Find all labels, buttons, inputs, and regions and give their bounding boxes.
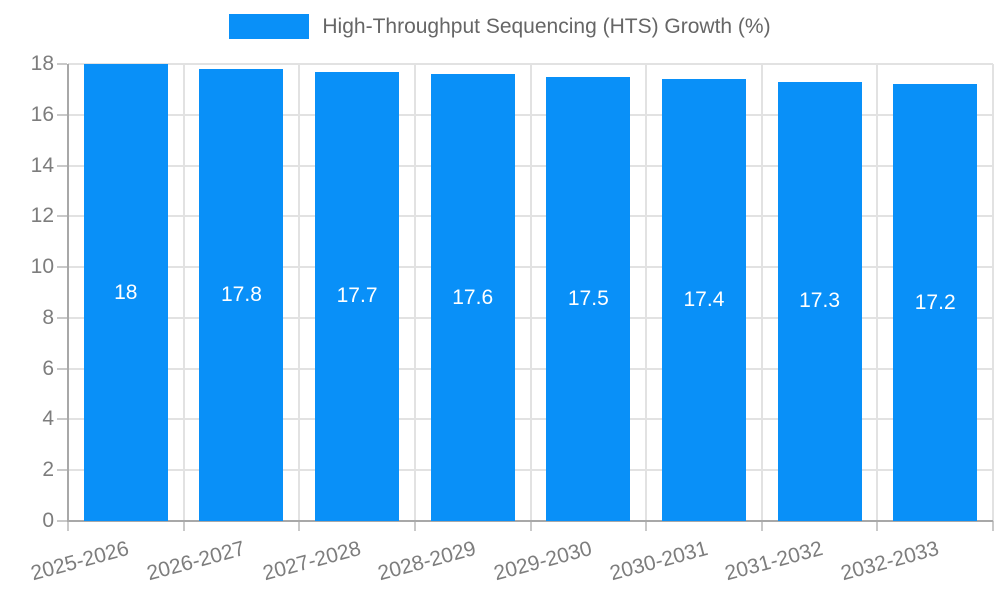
x-tick-label: 2029-2030 (491, 537, 595, 586)
bar-value-label: 18 (114, 280, 138, 304)
y-tick-label: 6 (42, 356, 54, 380)
gridline-vertical (413, 64, 416, 521)
x-tick-label: 2031-2032 (722, 537, 826, 586)
gridline-vertical (876, 64, 879, 521)
x-tick-label: 2030-2031 (606, 537, 710, 586)
bar[interactable] (661, 79, 746, 521)
y-axis-tick (57, 520, 67, 522)
y-tick-label: 0 (42, 509, 54, 532)
y-axis-line (67, 64, 69, 521)
y-axis-tick (57, 469, 67, 472)
bar[interactable] (546, 76, 631, 521)
bar[interactable] (315, 71, 400, 521)
plot-area: 0 2 4 6 8 10 12 14 16 18 18 2025-2026 17.8 2026-2027 1… (29, 52, 994, 585)
y-axis-tick (57, 113, 67, 116)
x-axis-tick (760, 521, 763, 531)
x-axis-tick (876, 521, 879, 531)
x-axis-tick (67, 521, 69, 531)
x-tick-label: 2028-2029 (375, 537, 479, 586)
legend-label: High-Throughput Sequencing (HTS) Growth … (322, 15, 771, 38)
x-axis-line (67, 520, 993, 522)
x-axis-tick (529, 521, 532, 531)
chart-legend[interactable]: High-Throughput Sequencing (HTS) Growth … (0, 14, 1000, 39)
x-tick-label: 2027-2028 (260, 537, 364, 586)
bar-value-label: 17.7 (336, 284, 378, 308)
y-tick-label: 16 (30, 102, 54, 126)
bar[interactable] (893, 84, 978, 521)
bar-value-label: 17.6 (452, 285, 494, 309)
y-axis-tick (57, 164, 67, 167)
y-axis-tick (57, 418, 67, 421)
y-axis-tick (57, 316, 67, 319)
x-tick-label: 2025-2026 (28, 537, 132, 586)
x-axis-tick (182, 521, 185, 531)
bar[interactable] (777, 81, 862, 521)
bar[interactable] (83, 64, 168, 521)
y-tick-label: 4 (42, 407, 54, 431)
bar-value-label: 17.4 (683, 288, 725, 312)
bar-value-label: 17.8 (221, 283, 262, 307)
x-tick-label: 2026-2027 (144, 537, 248, 586)
y-tick-label: 12 (30, 204, 54, 228)
y-axis-tick (57, 215, 67, 218)
y-axis-tick (57, 266, 67, 269)
gridline-vertical (298, 64, 301, 521)
gridline-vertical (529, 64, 532, 521)
bar[interactable] (430, 74, 515, 521)
x-axis-tick (645, 521, 648, 531)
y-tick-label: 8 (42, 305, 54, 329)
gridline-vertical (645, 64, 648, 521)
gridline-vertical (760, 64, 763, 521)
x-tick-label: 2032-2033 (838, 537, 942, 586)
y-tick-label: 2 (42, 458, 54, 482)
y-tick-label: 18 (30, 52, 54, 75)
x-axis-tick (298, 521, 301, 531)
gridline-vertical (182, 64, 185, 521)
bar[interactable] (199, 69, 284, 521)
gridline-vertical (992, 64, 994, 521)
legend-swatch (229, 14, 310, 39)
x-axis-tick (992, 521, 994, 531)
y-axis-tick (57, 63, 67, 65)
y-tick-label: 14 (30, 153, 54, 177)
y-axis-tick (57, 367, 67, 370)
bar-value-label: 17.2 (914, 290, 956, 314)
bar-value-label: 17.3 (799, 289, 840, 313)
y-tick-label: 10 (30, 255, 54, 279)
x-axis-tick (413, 521, 416, 531)
bar-value-label: 17.5 (567, 286, 609, 310)
